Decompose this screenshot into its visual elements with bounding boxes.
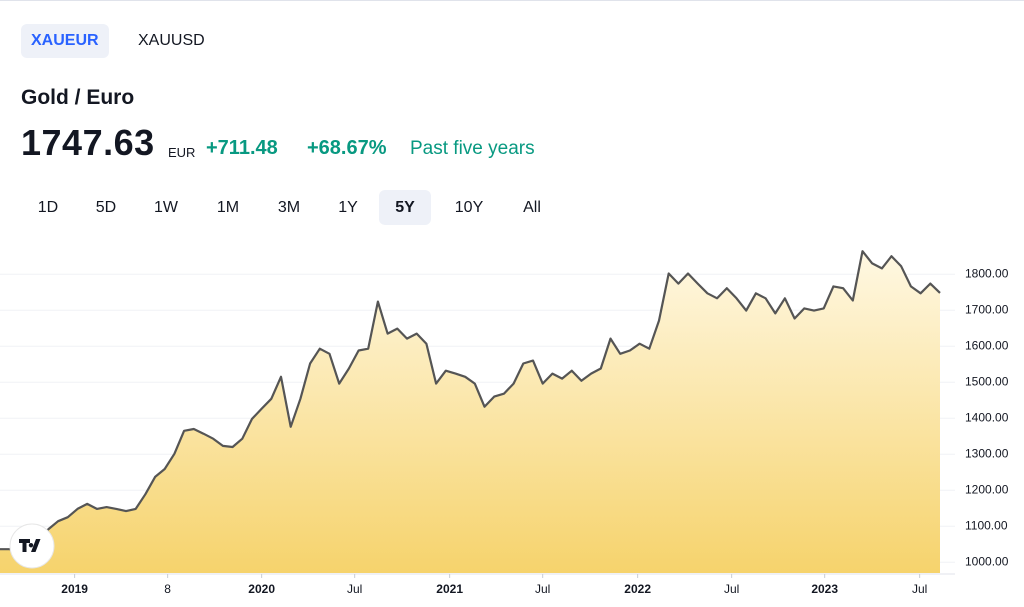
y-tick-label: 1000.00 (965, 554, 1009, 568)
range-button[interactable]: 3M (277, 199, 301, 216)
x-tick-label: Jul (724, 582, 739, 596)
area-fill (0, 251, 940, 573)
logo[interactable] (9, 523, 55, 569)
symbol-tab[interactable]: XAUUSD (138, 32, 205, 49)
x-tick-label: 8 (164, 582, 171, 596)
y-tick-label: 1400.00 (965, 410, 1009, 424)
y-tick-label: 1700.00 (965, 302, 1009, 316)
period: Past five years (410, 138, 535, 159)
change: +711.48 (206, 137, 278, 159)
range-button[interactable]: 1W (154, 199, 178, 216)
symbol-tab[interactable]: XAUEUR (21, 24, 109, 58)
title: Gold / Euro (21, 86, 135, 109)
price-line (0, 250, 941, 556)
range-button[interactable]: All (523, 199, 541, 216)
x-tick-label: 2022 (624, 582, 651, 596)
y-tick-label: 1800.00 (965, 266, 1009, 280)
divider (0, 0, 1024, 1)
x-tick-label: 2021 (436, 582, 463, 596)
range-button[interactable]: 1Y (338, 199, 358, 216)
x-tick-label: Jul (347, 582, 362, 596)
price: 1747.63 (21, 122, 155, 163)
x-tick-label: 2023 (811, 582, 838, 596)
range-button[interactable]: 10Y (454, 199, 484, 216)
range-button[interactable]: 1D (37, 199, 59, 216)
x-tick-label: Jul (535, 582, 550, 596)
range-button[interactable]: 5D (95, 199, 117, 216)
y-tick-label: 1300.00 (965, 446, 1009, 460)
range-button[interactable]: 1M (216, 199, 240, 216)
x-tick-label: Jul (912, 582, 927, 596)
change-percent: +68.67% (307, 137, 387, 159)
y-tick-label: 1500.00 (965, 374, 1009, 388)
y-tick-label: 1200.00 (965, 482, 1009, 496)
y-tick-label: 1600.00 (965, 338, 1009, 352)
x-tick-label: 2020 (248, 582, 275, 596)
currency: EUR (168, 145, 196, 160)
y-tick-label: 1100.00 (965, 518, 1008, 532)
range-button[interactable]: 5Y (379, 190, 431, 225)
x-tick-label: 2019 (61, 582, 88, 596)
